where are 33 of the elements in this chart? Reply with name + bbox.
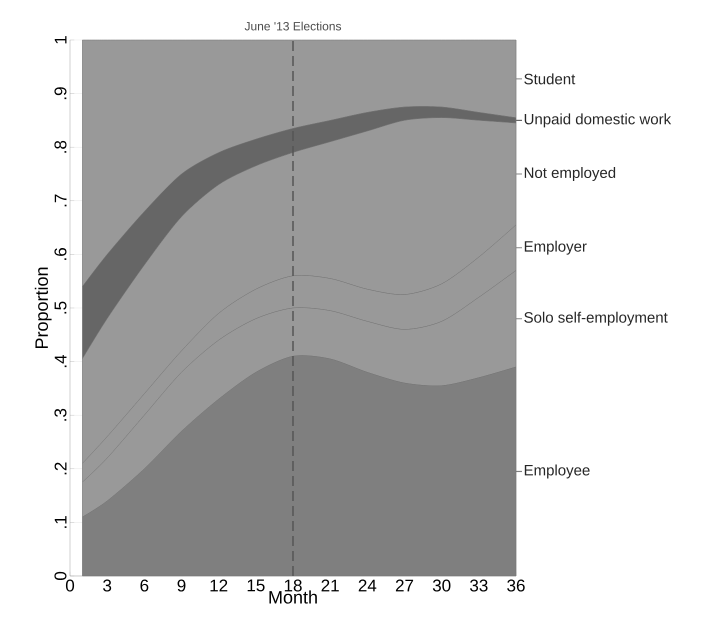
x-tick-label: 27 xyxy=(396,580,414,592)
x-tick-label: 3 xyxy=(103,580,112,592)
series-label: Not employed xyxy=(524,166,616,181)
y-tick-label: .2 xyxy=(54,462,66,474)
x-tick-label: 15 xyxy=(248,580,265,592)
ref-line-label: June '13 Elections xyxy=(244,22,342,30)
y-tick-label: .5 xyxy=(54,302,66,314)
y-axis-title: Proportion xyxy=(34,268,52,348)
x-tick-label: 6 xyxy=(140,580,148,592)
series-label: Employer xyxy=(524,240,587,255)
y-tick-label: .8 xyxy=(54,140,66,153)
series-label: Solo self-employment xyxy=(524,312,668,326)
x-tick-label: 33 xyxy=(470,580,488,592)
y-tick-label: .4 xyxy=(54,354,66,368)
x-tick-label: 0 xyxy=(66,580,74,592)
x-tick-label: 24 xyxy=(358,580,376,592)
x-axis-title: Month xyxy=(269,590,317,604)
y-tick-label: 1 xyxy=(54,36,66,44)
x-tick-label: 36 xyxy=(507,580,525,592)
x-tick-label: 12 xyxy=(210,580,228,592)
x-tick-label: 30 xyxy=(432,580,450,592)
x-tick-label: 21 xyxy=(322,580,339,592)
y-tick-label: .6 xyxy=(54,248,66,260)
y-tick-label: 0 xyxy=(54,572,66,580)
x-tick-label: 9 xyxy=(178,580,186,592)
legend-label: Unpaid domestic work xyxy=(524,113,672,128)
x-tick-label: 18 xyxy=(284,580,302,592)
y-tick-label: .3 xyxy=(54,408,66,421)
y-tick-label: .9 xyxy=(54,87,66,100)
legend-label: Employee xyxy=(524,464,590,478)
y-tick-label: .7 xyxy=(54,194,66,206)
series-label: Student xyxy=(524,73,576,84)
y-tick-label: .1 xyxy=(54,516,66,528)
